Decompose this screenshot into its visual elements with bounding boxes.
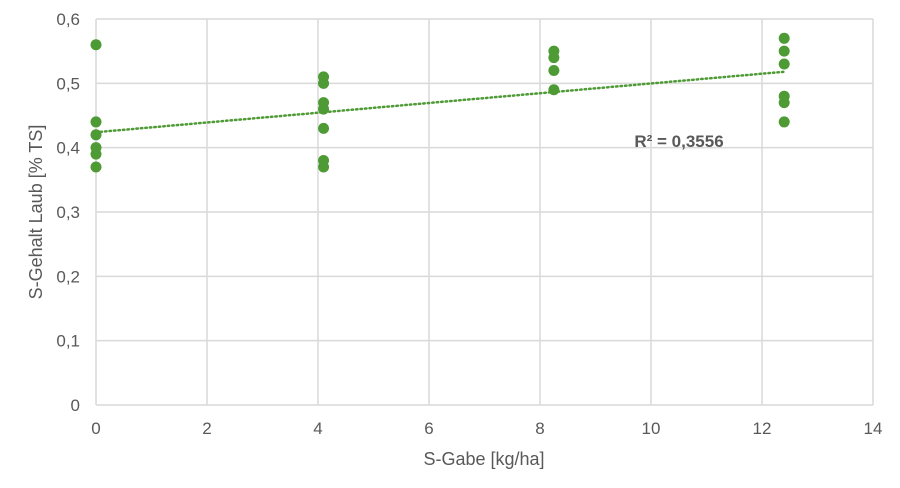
- y-tick-label: 0: [71, 396, 80, 415]
- y-tick-label: 0,6: [56, 10, 80, 29]
- data-point: [778, 58, 790, 70]
- x-tick-label: 2: [202, 419, 211, 438]
- data-points: [90, 32, 790, 173]
- data-point: [318, 77, 330, 89]
- y-tick-label: 0,5: [56, 74, 80, 93]
- x-tick-label: 0: [91, 419, 100, 438]
- y-tick-label: 0,2: [56, 267, 80, 286]
- data-point: [548, 64, 560, 76]
- data-point: [548, 52, 560, 64]
- trendline-group: [94, 70, 786, 134]
- y-axis-title: S-Gehalt Laub [% TS]: [26, 125, 46, 300]
- x-tick-label: 10: [642, 419, 661, 438]
- r-squared-label: R² = 0,3556: [634, 132, 723, 151]
- data-point: [318, 122, 330, 134]
- data-point: [318, 103, 330, 115]
- data-point: [90, 129, 102, 141]
- data-point: [90, 116, 102, 128]
- data-point: [90, 39, 102, 51]
- y-tick-label: 0,4: [56, 139, 80, 158]
- data-point: [90, 148, 102, 160]
- x-tick-label: 14: [864, 419, 883, 438]
- x-tick-label: 6: [424, 419, 433, 438]
- x-tick-label: 12: [753, 419, 772, 438]
- data-point: [548, 84, 560, 96]
- data-point: [778, 116, 790, 128]
- data-point: [318, 161, 330, 173]
- grid: [95, 18, 874, 406]
- x-axis-title: S-Gabe [kg/ha]: [423, 449, 544, 469]
- data-point: [90, 161, 102, 173]
- y-tick-label: 0,3: [56, 203, 80, 222]
- data-point: [778, 45, 790, 57]
- y-tick-label: 0,1: [56, 332, 80, 351]
- x-tick-label: 4: [313, 419, 322, 438]
- data-point: [778, 97, 790, 109]
- trendline: [94, 70, 786, 134]
- tick-labels: 0 2 4 6 8 10 12 14 0 0,1 0,2 0,3 0,4 0,5 0,6: [56, 10, 882, 438]
- data-point: [778, 32, 790, 44]
- x-tick-label: 8: [535, 419, 544, 438]
